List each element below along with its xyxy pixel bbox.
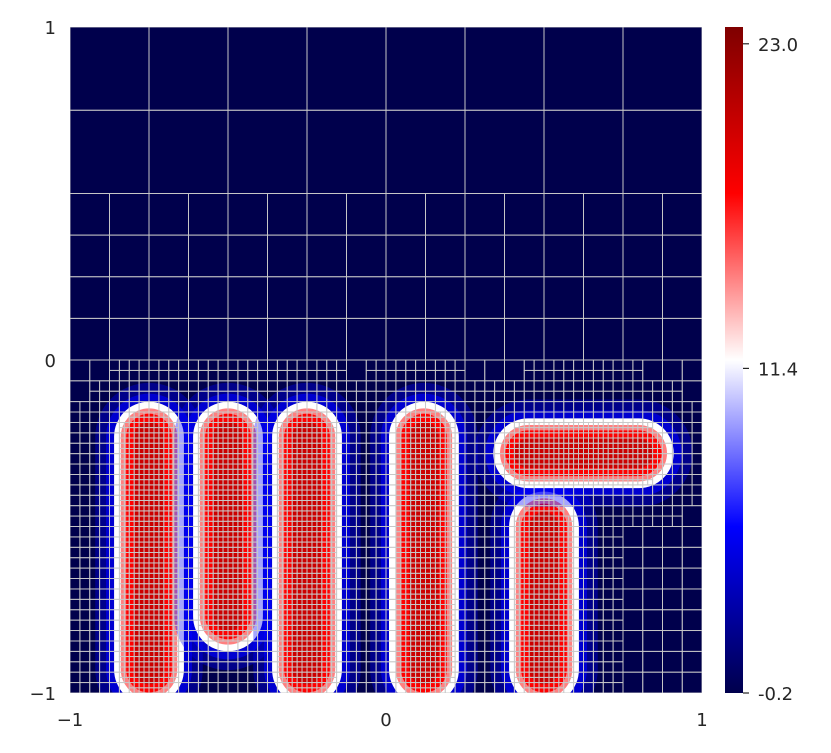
x-tick-label: 1: [696, 710, 707, 731]
x-tick-label: −1: [57, 710, 84, 731]
mesh-grid: [70, 27, 702, 693]
field-layer: [95, 382, 693, 693]
y-axis: −1 0 1: [29, 18, 56, 705]
colorbar-tick-label: 11.4: [758, 359, 798, 380]
x-axis: −1 0 1: [57, 710, 708, 731]
colorbar: 23.0 11.4 -0.2: [725, 27, 798, 705]
y-tick-label: −1: [29, 684, 56, 705]
colorbar-gradient: [725, 27, 743, 693]
y-tick-label: 0: [45, 351, 56, 372]
mesh-cell: [622, 27, 702, 111]
colorbar-tick-label: -0.2: [758, 684, 793, 705]
x-tick-label: 0: [380, 710, 391, 731]
colorbar-tick-label: 23.0: [758, 35, 798, 56]
plot-area: [70, 27, 702, 693]
y-tick-label: 1: [45, 18, 56, 39]
